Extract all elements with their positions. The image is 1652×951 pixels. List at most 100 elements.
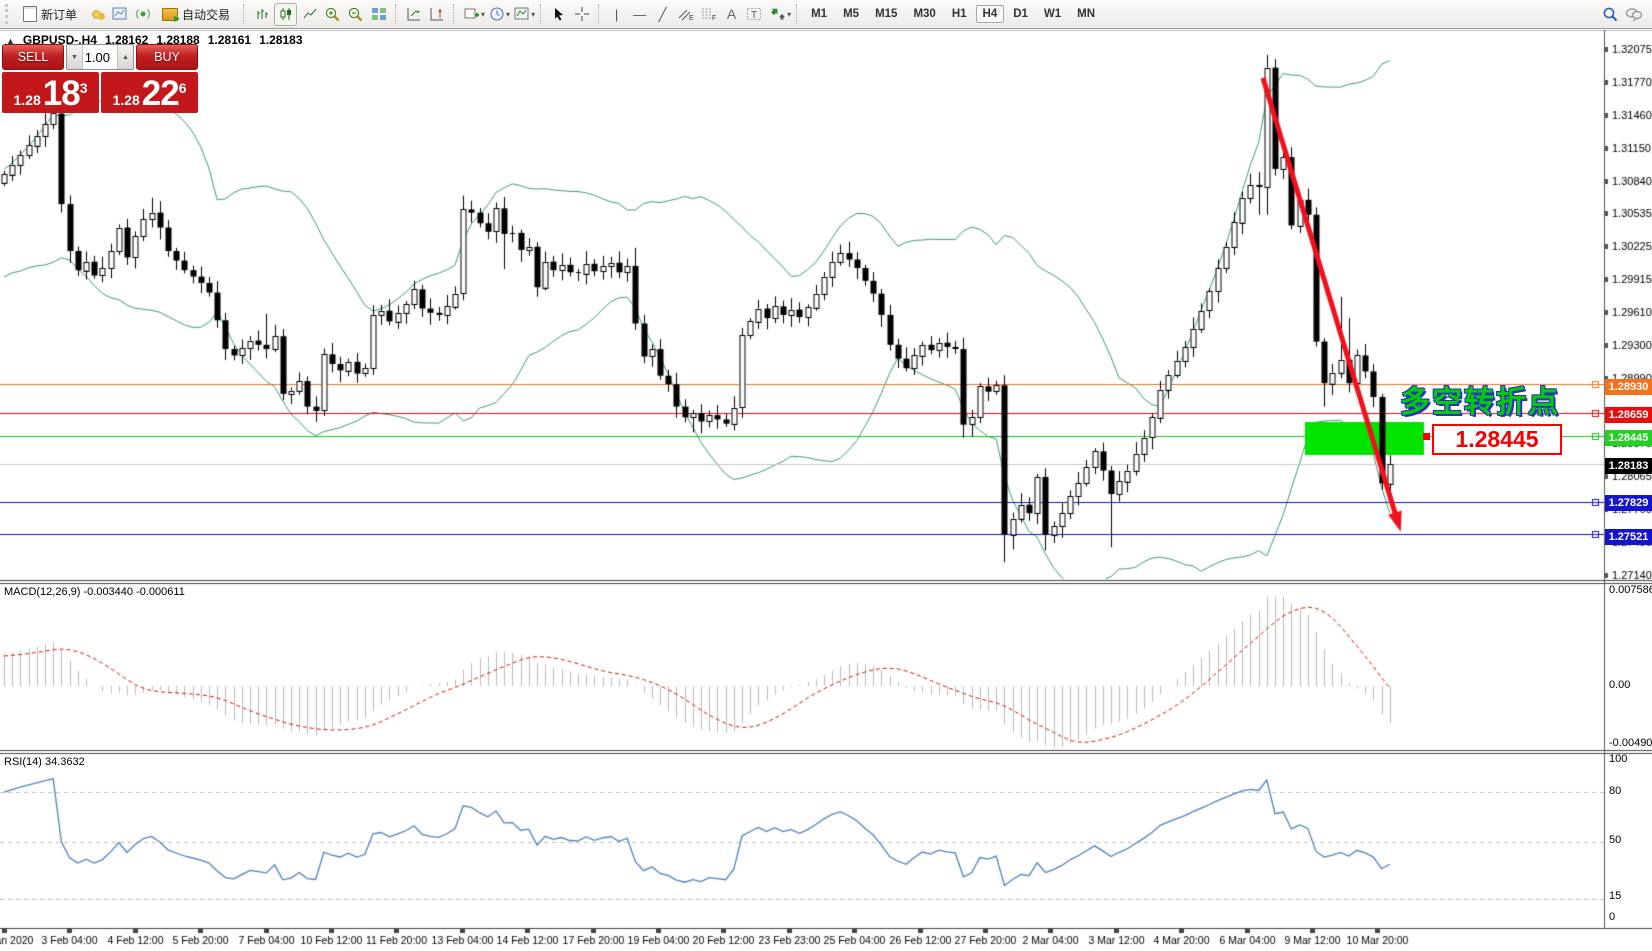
- period-caret[interactable]: ▾: [506, 9, 511, 19]
- rsi-value: 34.3632: [44, 756, 85, 768]
- cursor-icon[interactable]: [548, 4, 569, 25]
- text-tool-icon[interactable]: A: [726, 6, 737, 22]
- hline-price-badge-orange: 1.28930: [1605, 379, 1652, 395]
- price-level-box[interactable]: 1.28445: [1432, 424, 1562, 455]
- new-chart-icon[interactable]: [461, 4, 482, 25]
- auto-trading-icon: [162, 7, 180, 23]
- macd-axis-min: -0.004906: [1609, 737, 1652, 749]
- chart-preview-icon[interactable]: [109, 4, 130, 25]
- buy-price-digits: 22: [141, 74, 180, 113]
- toolbar-separator: [540, 4, 542, 24]
- template-icon[interactable]: [511, 4, 532, 25]
- fibonacci-icon[interactable]: F: [698, 4, 719, 25]
- channel-letter: E: [689, 15, 694, 22]
- timeframe-m15[interactable]: M15: [875, 8, 898, 20]
- zoom-in-icon[interactable]: [322, 4, 343, 25]
- crosshair-icon[interactable]: [571, 4, 592, 25]
- rsi-label: RSI(14) 34.3632: [4, 756, 85, 768]
- auto-scroll-icon[interactable]: [403, 4, 424, 25]
- timeframe-d1[interactable]: D1: [1013, 8, 1028, 20]
- sell-price-panel[interactable]: 1.28 18 3: [2, 72, 99, 113]
- hline-price-badge-red: 1.28659: [1605, 407, 1652, 423]
- low-value: 1.28161: [207, 33, 252, 47]
- text-label-tool-icon[interactable]: T: [744, 4, 765, 25]
- timeframe-m5[interactable]: M5: [843, 8, 860, 20]
- tile-windows-icon[interactable]: [368, 4, 389, 25]
- toolbar-separator: [395, 4, 397, 24]
- template-caret[interactable]: ▾: [531, 9, 536, 19]
- rsi-axis-50: 50: [1609, 834, 1622, 846]
- chat-icon[interactable]: [1623, 4, 1644, 25]
- rsi-axis-15: 15: [1609, 890, 1622, 902]
- toolbar-separator: [598, 4, 600, 24]
- chart-title: ▲ GBPUSD-,H4 1.28162 1.28188 1.28161 1.2…: [6, 33, 303, 47]
- timeframe-w1[interactable]: W1: [1043, 8, 1062, 20]
- candlestick-chart-icon[interactable]: [274, 2, 298, 26]
- buy-price-pip: 6: [178, 80, 187, 96]
- fibo-letter: F: [712, 15, 716, 22]
- sell-price-prefix: 1.28: [13, 92, 41, 108]
- trend-line-icon[interactable]: ╱: [658, 6, 667, 22]
- coins-icon[interactable]: [86, 4, 107, 25]
- timeframe-m30[interactable]: M30: [913, 8, 936, 20]
- macd-main-value: -0.003440: [83, 586, 134, 598]
- timeframe-m1[interactable]: M1: [811, 8, 828, 20]
- rsi-axis-80: 80: [1609, 785, 1622, 797]
- vertical-line-icon[interactable]: |: [614, 6, 619, 22]
- one-click-trading-widget: SELL ▼ 1.00 ▲ BUY 1.28 18 3 1.28 22 6: [2, 44, 198, 113]
- open-value: 1.28162: [104, 33, 149, 47]
- period-clock-icon[interactable]: [486, 4, 507, 25]
- auto-trading-button[interactable]: 自动交易: [154, 3, 238, 26]
- symbol-period-label: GBPUSD-,H4: [22, 33, 97, 47]
- equidistant-channel-icon[interactable]: E: [675, 4, 696, 25]
- rsi-axis-0: 0: [1609, 911, 1616, 923]
- bar-chart-icon[interactable]: [251, 4, 272, 25]
- label-letter: T: [751, 10, 757, 21]
- arrow-shapes-caret[interactable]: ▾: [787, 9, 792, 19]
- zoom-out-icon[interactable]: [345, 4, 366, 25]
- toolbar-grip: [5, 4, 12, 24]
- timeframe-h4[interactable]: H4: [975, 5, 1005, 23]
- collapse-arrow-icon[interactable]: ▲: [6, 36, 15, 46]
- high-value: 1.28188: [156, 33, 200, 47]
- hline-price-badge-blue-upper: 1.27829: [1605, 495, 1652, 511]
- sell-price-pip: 3: [79, 80, 88, 96]
- sell-price-digits: 18: [42, 74, 81, 113]
- search-icon[interactable]: [1600, 4, 1621, 25]
- toolbar-separator: [796, 4, 798, 24]
- buy-price-panel[interactable]: 1.28 22 6: [101, 72, 198, 113]
- buy-button[interactable]: BUY: [136, 44, 198, 70]
- toolbar-separator: [453, 4, 455, 24]
- macd-signal-value: -0.000611: [136, 586, 185, 598]
- volume-down-button[interactable]: ▼: [67, 45, 83, 69]
- macd-label: MACD(12,26,9) -0.003440 -0.000611: [4, 586, 185, 598]
- macd-axis-max: 0.007586: [1609, 584, 1652, 596]
- volume-field[interactable]: ▼ 1.00 ▲: [66, 44, 134, 70]
- rsi-axis-100: 100: [1609, 753, 1628, 765]
- new-order-icon: [23, 6, 37, 22]
- buy-price-prefix: 1.28: [112, 92, 140, 108]
- macd-axis-zero: 0.00: [1609, 679, 1631, 691]
- hline-price-badge-green: 1.28445: [1605, 430, 1652, 446]
- new-chart-caret[interactable]: ▾: [481, 9, 486, 19]
- timeframe-mn[interactable]: MN: [1077, 8, 1096, 20]
- horizontal-line-icon[interactable]: —: [633, 6, 647, 22]
- close-value: 1.28183: [259, 33, 303, 47]
- new-order-button[interactable]: 新订单: [15, 3, 85, 26]
- toolbar-separator: [243, 4, 245, 24]
- current-price-badge: 1.28183: [1605, 458, 1652, 474]
- hline-price-badge-blue-lower: 1.27521: [1605, 529, 1652, 545]
- timeframe-h1[interactable]: H1: [951, 8, 967, 20]
- volume-value[interactable]: 1.00: [84, 49, 110, 65]
- sell-button[interactable]: SELL: [2, 44, 64, 70]
- signal-icon[interactable]: [132, 4, 153, 25]
- line-chart-icon[interactable]: [299, 4, 320, 25]
- chart-shift-icon[interactable]: [426, 4, 447, 25]
- turning-point-annotation[interactable]: 多空转折点: [1400, 386, 1560, 419]
- toolbar: 新订单 自动交易: [0, 0, 1652, 29]
- price-box-handle[interactable]: [1423, 433, 1430, 440]
- arrow-shapes-icon[interactable]: [767, 4, 788, 25]
- volume-up-button[interactable]: ▲: [117, 45, 133, 69]
